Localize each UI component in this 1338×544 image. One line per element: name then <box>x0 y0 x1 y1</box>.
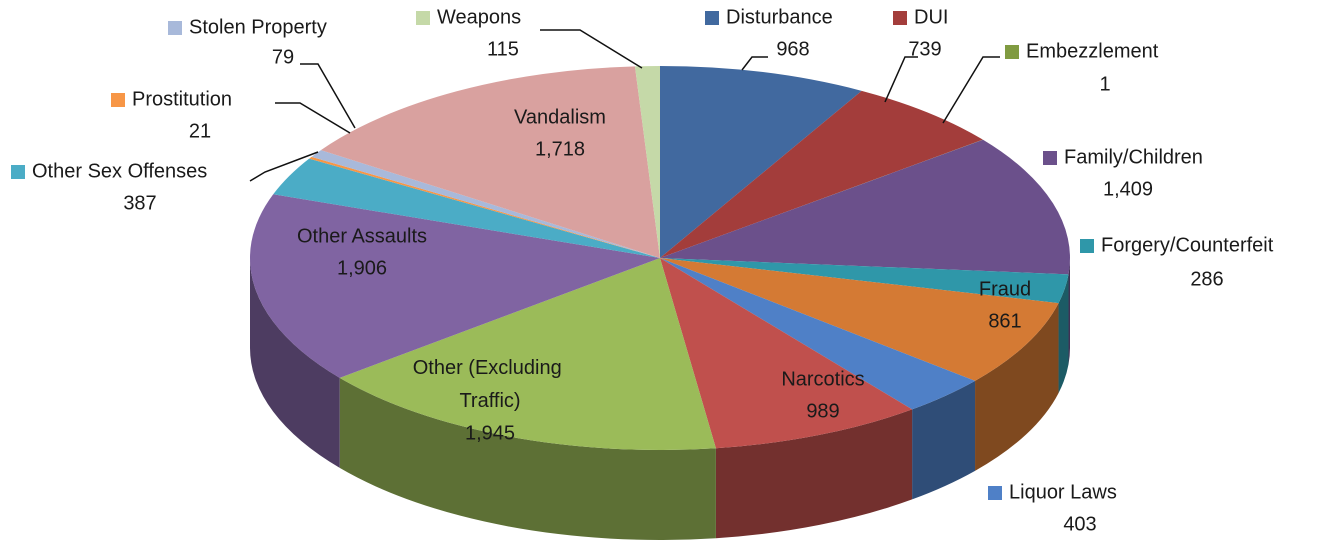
leader-line <box>741 56 768 71</box>
slice-side <box>912 380 976 500</box>
leader-line <box>249 151 319 182</box>
slice-side <box>975 303 1059 471</box>
slice <box>660 66 862 258</box>
value-label: 79 <box>272 46 294 68</box>
value-label: 1,718 <box>535 138 585 160</box>
slice-side <box>1058 274 1069 394</box>
value-label: 968 <box>776 38 809 60</box>
value-label: 861 <box>988 310 1021 332</box>
slice <box>311 150 660 258</box>
slice-label: Weapons <box>437 6 521 28</box>
legend-marker <box>416 11 430 25</box>
slice-side <box>250 258 340 468</box>
slice-label: Stolen Property <box>189 16 327 38</box>
slice-label: Embezzlement <box>1026 40 1159 62</box>
legend-marker <box>1005 45 1019 59</box>
slice <box>249 194 660 378</box>
slice <box>339 258 716 450</box>
slice <box>320 66 660 258</box>
slice-label: Vandalism <box>514 106 606 128</box>
slice-label: Fraud <box>979 278 1031 300</box>
value-label: 1,906 <box>337 257 387 279</box>
slice-side <box>1068 258 1070 365</box>
slice-label: Other (Excluding Traffic) <box>413 357 568 412</box>
leader-line <box>942 56 1000 124</box>
value-label: 387 <box>123 192 156 214</box>
leader-line <box>540 29 643 69</box>
slice-label: Liquor Laws <box>1009 481 1117 503</box>
slice-side <box>715 409 913 539</box>
legend-marker <box>705 11 719 25</box>
value-label: 739 <box>908 38 941 60</box>
slice <box>660 139 984 258</box>
leader-line <box>884 56 918 103</box>
slice-label: DUI <box>914 6 948 28</box>
slice <box>660 258 1059 381</box>
slice-label: Prostitution <box>132 88 232 110</box>
legend-marker <box>988 486 1002 500</box>
value-label: 115 <box>487 38 519 60</box>
legend-marker <box>893 11 907 25</box>
leader-line <box>300 63 356 129</box>
value-label: 403 <box>1063 513 1096 535</box>
slice-label: Other Assaults <box>297 225 427 247</box>
value-label: 1,945 <box>465 422 515 444</box>
slice <box>309 156 660 258</box>
slice <box>660 258 1069 304</box>
slice <box>273 158 660 258</box>
value-label: 21 <box>189 120 211 142</box>
slice-label: Other Sex Offenses <box>32 160 207 182</box>
slice-side <box>339 377 716 540</box>
legend-marker <box>111 93 125 107</box>
legend-marker <box>168 21 182 35</box>
slice-label: Disturbance <box>726 6 833 28</box>
value-label: 1 <box>1099 73 1110 95</box>
slice <box>660 258 976 410</box>
slice <box>634 66 660 258</box>
legend-marker <box>1043 151 1057 165</box>
slice-label: Family/Children <box>1064 146 1203 168</box>
value-label: 286 <box>1190 268 1223 290</box>
value-label: 1,409 <box>1103 178 1153 200</box>
slice <box>660 139 1070 275</box>
legend-marker <box>11 165 25 179</box>
legend-marker <box>1080 239 1094 253</box>
slice <box>660 90 983 259</box>
slice-label: Narcotics <box>781 368 864 390</box>
slice-label: Forgery/Counterfeit <box>1101 234 1274 256</box>
value-label: 989 <box>806 400 839 422</box>
slice <box>660 258 913 449</box>
leader-line <box>275 102 351 134</box>
